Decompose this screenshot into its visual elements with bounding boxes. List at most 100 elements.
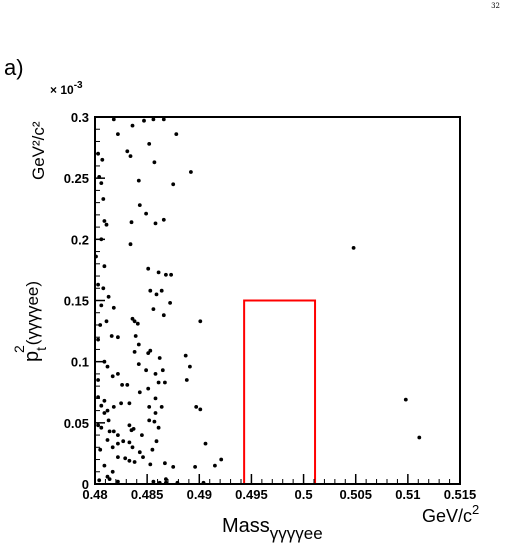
data-point [125, 383, 130, 387]
data-point [174, 132, 179, 137]
y-tick-label: 0.25 [64, 171, 89, 186]
data-point [105, 408, 110, 413]
data-point [97, 478, 102, 483]
signal-region [243, 299, 317, 485]
data-point [193, 465, 198, 469]
x-unit-label: GeV/c2 [422, 502, 479, 526]
data-point [96, 282, 100, 287]
data-point [198, 407, 203, 412]
data-point [123, 456, 128, 461]
data-point [133, 334, 138, 338]
signal-box [243, 299, 317, 485]
data-point [111, 117, 116, 122]
data-point [127, 458, 132, 463]
data-point [102, 219, 107, 223]
y-unit-label: GeV²/c² [29, 121, 48, 180]
data-point [107, 429, 112, 434]
data-point [152, 419, 157, 424]
data-point [156, 425, 161, 430]
data-point [104, 222, 109, 227]
data-point [188, 364, 192, 369]
axis-ticks: 0.48 0.485 0.49 0.495 0.5 0.505 0.51 0.515 0 0.05… [64, 110, 477, 502]
data-point [104, 319, 109, 324]
data-point [136, 342, 141, 347]
data-point [150, 447, 155, 452]
data-point [153, 411, 158, 415]
data-point [96, 337, 100, 342]
data-point [164, 477, 168, 481]
data-point [163, 461, 167, 466]
data-point [147, 142, 152, 146]
data-point [110, 469, 115, 474]
data-point [152, 160, 157, 165]
data-point [403, 397, 408, 402]
data-point [163, 380, 167, 385]
y-tick-label: 0.1 [71, 355, 89, 370]
page-number: 32 [491, 2, 500, 10]
data-point [137, 450, 142, 455]
data-point [161, 313, 166, 318]
data-point [102, 411, 107, 415]
data-point [106, 418, 111, 423]
data-point [102, 463, 107, 468]
data-point [116, 433, 120, 437]
data-point [169, 272, 174, 277]
data-point [148, 462, 153, 467]
data-point [417, 435, 422, 440]
data-point [99, 303, 104, 308]
data-point [130, 123, 135, 128]
data-point [203, 441, 208, 446]
data-point [99, 403, 104, 408]
data-point [198, 319, 203, 324]
data-point [151, 307, 156, 311]
data-point [147, 405, 152, 409]
data-point [98, 447, 103, 452]
data-point [127, 440, 132, 445]
data-point [129, 220, 134, 225]
data-point [128, 242, 133, 247]
data-point [99, 181, 104, 186]
y-tick-label: 0.2 [71, 232, 89, 247]
x-tick-label: 0.485 [131, 487, 164, 502]
data-point [171, 465, 176, 469]
data-point [98, 323, 103, 327]
data-point [135, 321, 140, 326]
data-point [157, 356, 162, 360]
data-point [130, 316, 135, 321]
x-tick-label: 0.48 [82, 487, 107, 502]
data-point [121, 439, 126, 444]
data-point [156, 380, 161, 385]
data-point [213, 463, 217, 468]
data-point [142, 118, 146, 123]
data-point [125, 149, 130, 154]
panel-label: a) [4, 55, 24, 80]
data-point [161, 117, 166, 122]
data-point [136, 362, 141, 366]
data-point [105, 438, 110, 442]
data-point [116, 441, 120, 446]
data-point [160, 368, 165, 373]
data-point [127, 423, 132, 428]
data-point [120, 383, 124, 387]
data-point [127, 401, 132, 406]
x-tick-label: 0.495 [235, 487, 268, 502]
data-point [106, 294, 111, 299]
y-multiplier: × 10-3 [50, 80, 83, 97]
data-point [110, 445, 115, 450]
data-point [154, 439, 159, 444]
data-point [161, 217, 166, 222]
data-point [189, 170, 193, 174]
data-point [146, 266, 151, 271]
data-point [144, 211, 149, 216]
data-point [141, 455, 145, 459]
data-point [153, 221, 158, 226]
data-point [146, 386, 151, 391]
y-tick-label: 0.3 [71, 110, 89, 125]
data-point [136, 178, 141, 183]
data-point [154, 292, 159, 297]
data-point [107, 477, 112, 481]
data-point [110, 374, 115, 379]
data-point [131, 427, 136, 431]
data-point [351, 246, 356, 250]
x-tick-label: 0.49 [187, 487, 212, 502]
